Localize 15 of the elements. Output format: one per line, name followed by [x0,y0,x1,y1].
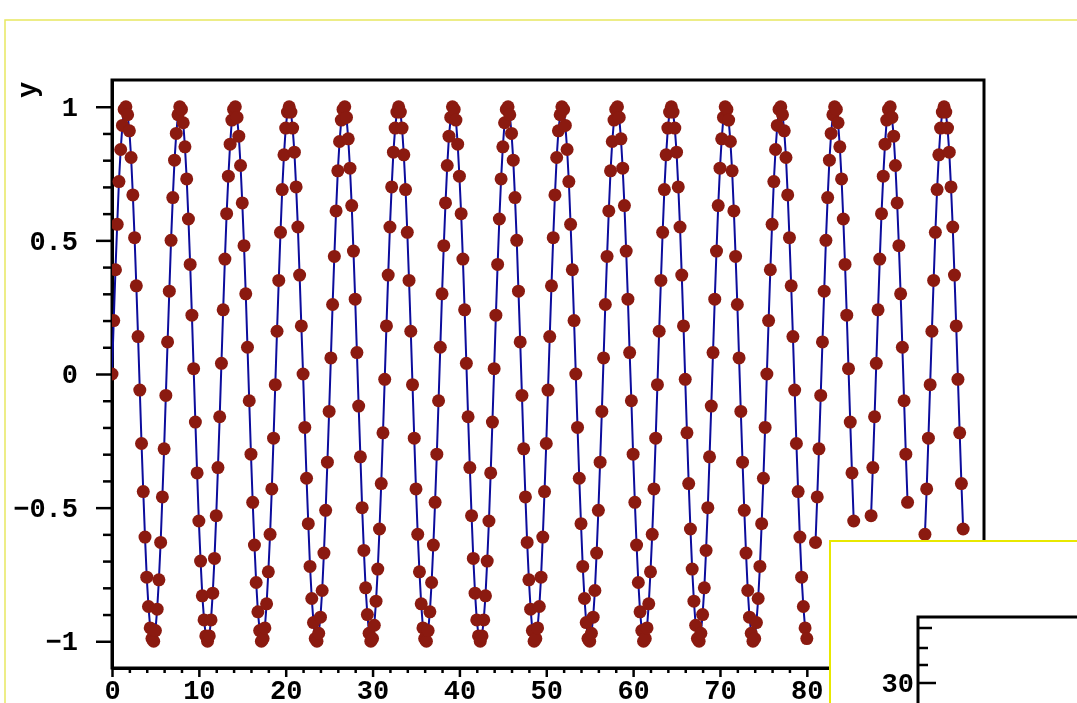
y-tick-label: −1 [45,628,78,659]
x-tick-label: 40 [443,677,477,703]
x-tick-label: 70 [704,677,737,703]
x-tick-label: 50 [530,677,563,703]
x-tick-label: 0 [104,677,121,703]
y-axis-title: y [14,81,44,99]
y-tick-label: 1 [61,93,78,124]
y-tick-label: 0 [61,361,78,392]
y-tick-label: 0.5 [29,227,78,258]
x-tick-label: 30 [356,677,390,703]
x-tick-label: 60 [617,677,650,703]
x-tick-label: 80 [791,677,824,703]
x-tick-label: 20 [270,677,303,703]
y-tick-label: −0.5 [13,494,78,525]
x-tick-label: 10 [183,677,216,703]
